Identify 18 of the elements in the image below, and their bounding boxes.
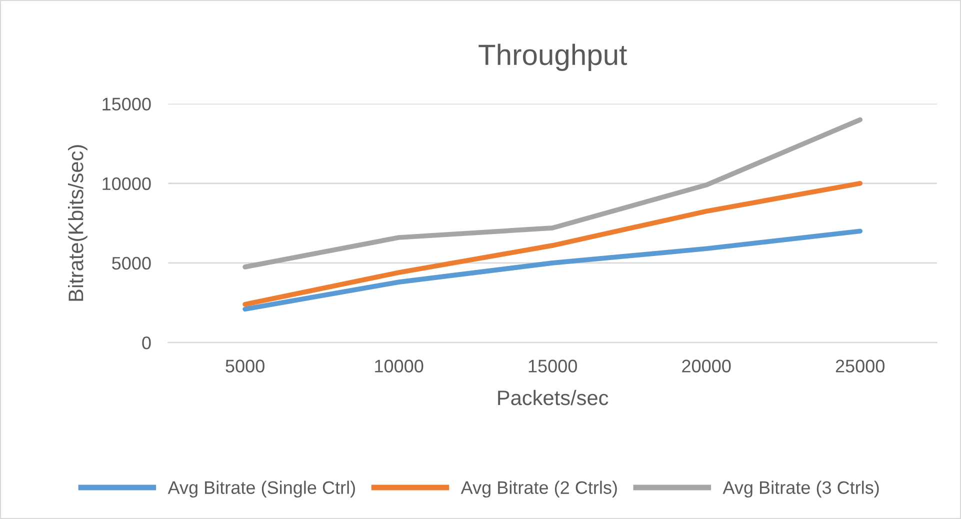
y-axis-title: Bitrate(Kbits/sec) [68, 145, 88, 301]
x-tick-label: 5000 [226, 360, 264, 372]
line-series [242, 228, 863, 312]
chart-title: Throughput [478, 44, 627, 71]
legend-label: Avg Bitrate (2 Ctrls) [460, 480, 617, 498]
y-tick-label: 0 [142, 336, 151, 350]
line-series [242, 117, 863, 270]
x-axis-title: Packets/sec [498, 390, 608, 406]
legend-label: Avg Bitrate (Single Ctrl) [168, 480, 355, 498]
x-tick-label: 15000 [528, 360, 577, 372]
x-tick-label: 20000 [682, 360, 731, 372]
legend-label: Avg Bitrate (3 Ctrls) [722, 480, 879, 498]
y-tick-label: 5000 [112, 256, 151, 270]
x-tick-label: 10000 [375, 360, 424, 372]
y-tick-label: 15000 [102, 98, 151, 111]
y-tick-label: 10000 [102, 177, 151, 190]
x-tick-label: 25000 [836, 360, 884, 372]
line-series [242, 180, 863, 307]
